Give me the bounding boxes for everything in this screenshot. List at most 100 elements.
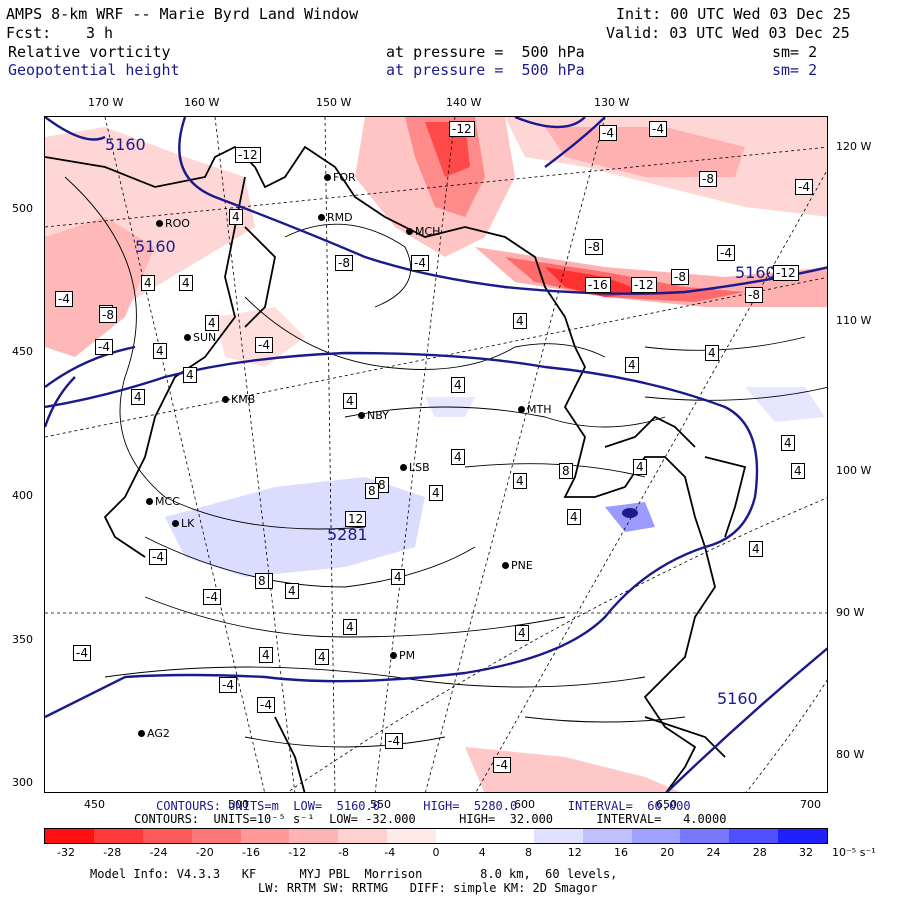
gph-label: 5160 (717, 689, 758, 708)
station-label: NBY (358, 409, 389, 422)
colorbar-tick: 0 (432, 846, 440, 859)
vort-label-pos: 4 (315, 649, 329, 665)
vort-label-neg: -4 (493, 757, 511, 773)
vort-label-pos: 4 (343, 619, 357, 635)
y-tick-left: 400 (12, 489, 33, 502)
vort-label-pos: 4 (205, 315, 219, 331)
field-vorticity-sm: sm= 2 (772, 43, 818, 61)
lon-tick-top: 140 W (446, 96, 482, 109)
colorbar-swatch (582, 829, 632, 843)
colorbar-swatch (484, 829, 534, 843)
colorbar-unit: 10⁻⁵ s⁻¹ (832, 846, 876, 859)
init-time: Init: 00 UTC Wed 03 Dec 25 (616, 5, 851, 23)
station-label: SUN (183, 331, 217, 344)
vort-label-neg: -4 (95, 339, 113, 355)
fcst-value: 3 h (86, 24, 114, 42)
vort-label-pos: 4 (391, 569, 405, 585)
lon-tick-right: 100 W (836, 464, 872, 477)
field-vorticity: Relative vorticity (8, 43, 171, 61)
vort-label-pos: 4 (781, 435, 795, 451)
station-label: AG2 (138, 727, 170, 740)
lon-tick-right: 90 W (836, 606, 865, 619)
vort-label-neg: -4 (257, 697, 275, 713)
vort-label-neg: -4 (411, 255, 429, 271)
gph-contour-info: CONTOURS: UNITS=m LOW= 5160.0 HIGH= 5280… (156, 799, 691, 813)
neg-vorticity-patch (45, 217, 155, 357)
x-tick-bottom: 600 (514, 798, 535, 811)
vort-label-neg: -4 (73, 645, 91, 661)
valid-time: Valid: 03 UTC Wed 03 Dec 25 (606, 24, 850, 42)
field-geopotential: Geopotential height (8, 61, 180, 79)
pos-vorticity-patch (165, 477, 425, 577)
contour-dot (622, 508, 638, 518)
vort-label-neg: -12 (773, 265, 799, 281)
map-graphics (45, 117, 827, 792)
station-label: FOR (324, 171, 356, 184)
vort-label-pos: 12 (345, 511, 367, 527)
colorbar-tick: -8 (338, 846, 349, 859)
station-label: MCC (146, 495, 180, 508)
colorbar-tick: 8 (525, 846, 532, 859)
vort-label-pos: 8 (255, 573, 269, 589)
station-label: PM (389, 649, 416, 662)
field-geopotential-level: at pressure = 500 hPa (386, 61, 585, 79)
vort-label-neg: -4 (795, 179, 813, 195)
vort-label-pos: 4 (513, 313, 527, 329)
colorbar-swatch (45, 829, 94, 843)
vort-label-pos: 4 (153, 343, 167, 359)
lon-tick-top: 150 W (316, 96, 352, 109)
colorbar-swatch (778, 829, 827, 843)
vort-label-neg: -4 (649, 121, 667, 137)
colorbar-swatch (142, 829, 192, 843)
colorbar-tick: -4 (384, 846, 396, 859)
vort-label-neg: -16 (585, 277, 611, 293)
colorbar-tick: 24 (706, 846, 721, 859)
vort-label-neg: -8 (585, 239, 603, 255)
vort-label-neg: -8 (335, 255, 353, 271)
colorbar-tick: -24 (149, 846, 168, 859)
vort-label-neg: -8 (671, 269, 689, 285)
station-label: MCH (405, 225, 441, 238)
x-tick-bottom: 500 (228, 798, 249, 811)
vort-label-neg: -4 (255, 337, 273, 353)
colorbar-tick: 20 (660, 846, 675, 859)
vorticity-contours (64, 176, 827, 748)
vort-label-pos: 4 (229, 209, 243, 225)
vort-label-pos: 4 (343, 393, 357, 409)
vort-label-pos: 4 (749, 541, 763, 557)
gph-label: 5160 (735, 263, 776, 282)
neg-vorticity-patch (545, 127, 745, 177)
lon-tick-top: 170 W (88, 96, 124, 109)
station-label: ROO (156, 217, 190, 230)
colorbar-swatch (387, 829, 436, 843)
lon-tick-right: 120 W (836, 140, 872, 153)
vort-label-pos: 4 (567, 509, 581, 525)
field-vorticity-level: at pressure = 500 hPa (386, 43, 585, 61)
station-label: KMB (221, 393, 256, 406)
map-panel: 5160 5160 5160 5160 5281 FOR RMD MCH ROO… (44, 116, 828, 793)
station-label: RMD (318, 211, 353, 224)
y-tick-left: 450 (12, 345, 33, 358)
colorbar-swatch (631, 829, 681, 843)
colorbar-swatch (533, 829, 583, 843)
colorbar-swatch (289, 829, 339, 843)
colorbar-swatch (729, 829, 779, 843)
field-geopotential-sm: sm= 2 (772, 61, 818, 79)
vort-label-pos: 4 (429, 485, 443, 501)
colorbar-tick: -20 (195, 846, 214, 859)
vort-label-neg: -4 (55, 291, 73, 307)
colorbar-swatch (436, 829, 485, 843)
vort-label-neg: -8 (99, 307, 117, 323)
colorbar-swatch (240, 829, 290, 843)
vort-label-pos: 4 (633, 459, 647, 475)
vort-label-neg: -4 (149, 549, 167, 565)
vort-label-neg: -8 (745, 287, 763, 303)
y-tick-left: 300 (12, 776, 33, 789)
x-tick-bottom: 700 (800, 798, 821, 811)
coastline (45, 145, 747, 792)
geopotential-contours (45, 117, 827, 792)
vort-label-pos: 4 (625, 357, 639, 373)
colorbar-swatch (93, 829, 143, 843)
vort-label-neg: -8 (699, 171, 717, 187)
gph-label: 5160 (105, 135, 146, 154)
